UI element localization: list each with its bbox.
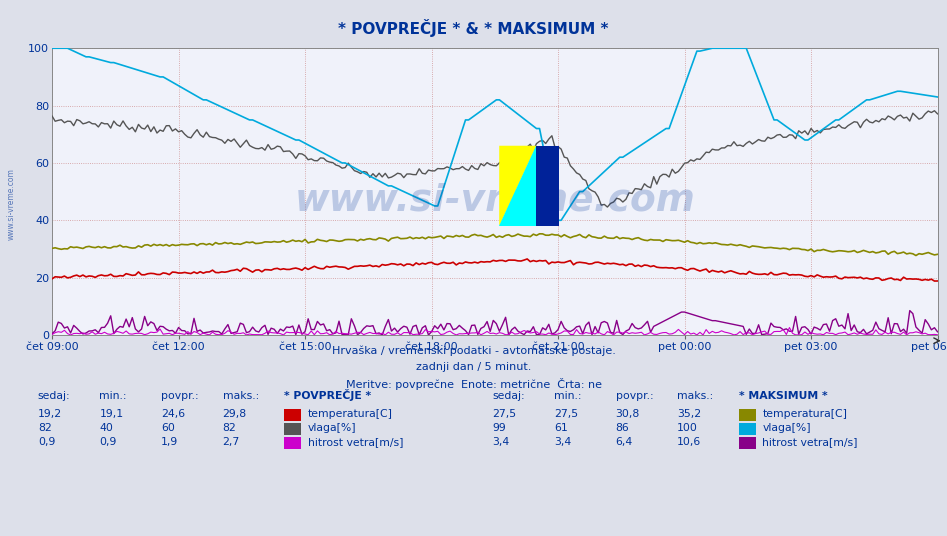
Text: 99: 99 bbox=[492, 423, 507, 433]
Text: * MAKSIMUM *: * MAKSIMUM * bbox=[739, 391, 828, 401]
Text: www.si-vreme.com: www.si-vreme.com bbox=[7, 168, 16, 240]
Text: 1,9: 1,9 bbox=[161, 437, 178, 447]
Text: zadnji dan / 5 minut.: zadnji dan / 5 minut. bbox=[416, 362, 531, 372]
Text: 100: 100 bbox=[677, 423, 698, 433]
Text: temperatura[C]: temperatura[C] bbox=[308, 409, 393, 419]
Text: 35,2: 35,2 bbox=[677, 409, 701, 419]
Text: 6,4: 6,4 bbox=[616, 437, 633, 447]
Polygon shape bbox=[499, 146, 536, 226]
Text: 60: 60 bbox=[161, 423, 175, 433]
Text: sedaj:: sedaj: bbox=[38, 391, 70, 401]
Text: 82: 82 bbox=[223, 423, 237, 433]
Text: povpr.:: povpr.: bbox=[616, 391, 653, 401]
Text: min.:: min.: bbox=[99, 391, 127, 401]
Polygon shape bbox=[536, 146, 559, 226]
Text: 30,8: 30,8 bbox=[616, 409, 640, 419]
Text: * POVPREČJE * & * MAKSIMUM *: * POVPREČJE * & * MAKSIMUM * bbox=[338, 19, 609, 37]
Text: povpr.:: povpr.: bbox=[161, 391, 199, 401]
Text: 24,6: 24,6 bbox=[161, 409, 185, 419]
Text: sedaj:: sedaj: bbox=[492, 391, 525, 401]
Text: maks.:: maks.: bbox=[223, 391, 259, 401]
Text: 2,7: 2,7 bbox=[223, 437, 240, 447]
Text: 61: 61 bbox=[554, 423, 568, 433]
Text: 19,2: 19,2 bbox=[38, 409, 62, 419]
Text: hitrost vetra[m/s]: hitrost vetra[m/s] bbox=[762, 437, 858, 447]
Text: 19,1: 19,1 bbox=[99, 409, 123, 419]
Text: Meritve: povprečne  Enote: metrične  Črta: ne: Meritve: povprečne Enote: metrične Črta:… bbox=[346, 378, 601, 390]
Polygon shape bbox=[499, 146, 536, 226]
Text: maks.:: maks.: bbox=[677, 391, 713, 401]
Text: 0,9: 0,9 bbox=[38, 437, 55, 447]
Text: Hrvaška / vremenski podatki - avtomatske postaje.: Hrvaška / vremenski podatki - avtomatske… bbox=[331, 346, 616, 356]
Text: 40: 40 bbox=[99, 423, 114, 433]
Text: vlaga[%]: vlaga[%] bbox=[308, 423, 356, 433]
Text: 10,6: 10,6 bbox=[677, 437, 702, 447]
Text: 82: 82 bbox=[38, 423, 52, 433]
Text: www.si-vreme.com: www.si-vreme.com bbox=[295, 182, 695, 218]
Text: 27,5: 27,5 bbox=[492, 409, 516, 419]
Text: 3,4: 3,4 bbox=[554, 437, 571, 447]
Text: 29,8: 29,8 bbox=[223, 409, 246, 419]
Text: * POVPREČJE *: * POVPREČJE * bbox=[284, 389, 371, 401]
Text: hitrost vetra[m/s]: hitrost vetra[m/s] bbox=[308, 437, 403, 447]
Text: min.:: min.: bbox=[554, 391, 581, 401]
Text: 86: 86 bbox=[616, 423, 630, 433]
Text: 0,9: 0,9 bbox=[99, 437, 116, 447]
Text: 27,5: 27,5 bbox=[554, 409, 578, 419]
Text: temperatura[C]: temperatura[C] bbox=[762, 409, 848, 419]
Text: 3,4: 3,4 bbox=[492, 437, 509, 447]
Text: vlaga[%]: vlaga[%] bbox=[762, 423, 811, 433]
